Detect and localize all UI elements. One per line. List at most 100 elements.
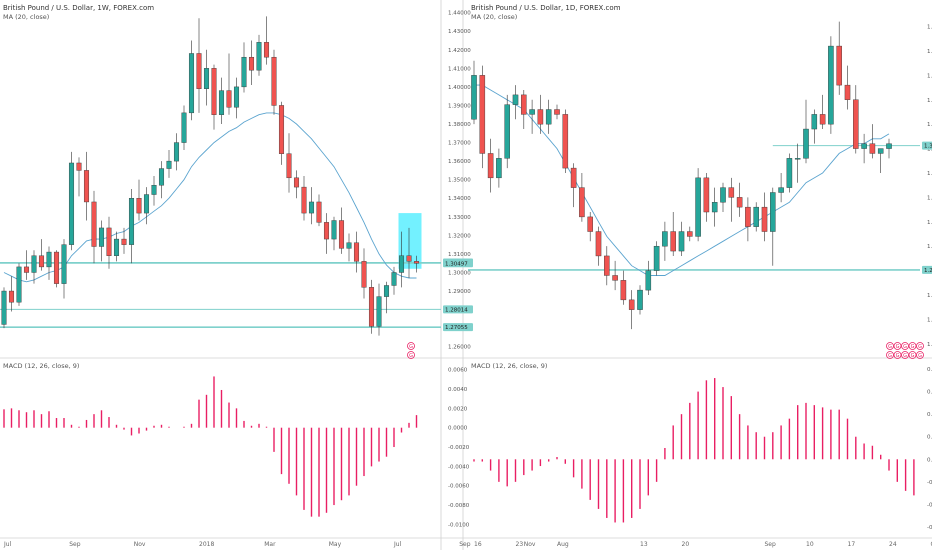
weekly-candle-body xyxy=(83,170,90,203)
daily-candle xyxy=(861,133,867,164)
daily-candle-body xyxy=(670,231,676,252)
daily-candle-body xyxy=(570,167,577,188)
weekly-candle-body xyxy=(158,168,165,186)
daily-candle xyxy=(869,124,876,159)
weekly-candle-body xyxy=(226,90,232,108)
daily-candle xyxy=(786,153,793,193)
weekly-candle xyxy=(8,276,15,312)
daily-candle xyxy=(678,221,685,256)
weekly-candle-body xyxy=(406,255,412,262)
weekly-candle-body xyxy=(256,42,262,71)
daily-price-tick: 1.26500 xyxy=(927,342,932,348)
daily-watermark-logo xyxy=(916,342,924,350)
weekly-candle xyxy=(31,250,37,284)
weekly-candle-body xyxy=(136,198,142,214)
weekly-candle-body xyxy=(308,201,315,214)
daily-watermark-letter: G xyxy=(888,344,892,350)
weekly-price-tick: 1.31000 xyxy=(448,252,471,258)
weekly-candle-body xyxy=(203,68,210,89)
weekly-price-tick: 1.38000 xyxy=(448,122,471,128)
daily-candle xyxy=(662,221,668,261)
daily-candle xyxy=(628,290,635,330)
weekly-candle xyxy=(308,187,315,225)
weekly-candle-body xyxy=(68,162,75,245)
weekly-time-label: Jul xyxy=(393,541,402,548)
weekly-candle-body xyxy=(241,56,247,88)
daily-watermark-logo xyxy=(886,351,894,359)
daily-price-tick: 1.30000 xyxy=(927,171,932,177)
weekly-candle xyxy=(166,149,172,178)
daily-candle xyxy=(595,226,602,266)
daily-candle-body xyxy=(728,187,735,198)
daily-candle xyxy=(496,148,502,188)
weekly-macd-tick: -0.0080 xyxy=(448,503,470,509)
weekly-candle xyxy=(151,175,157,206)
weekly-candle-body xyxy=(338,220,345,249)
weekly-candle-body xyxy=(361,261,367,288)
weekly-candle-body xyxy=(211,68,217,115)
weekly-candle xyxy=(413,255,420,273)
daily-watermark-logo xyxy=(901,351,909,359)
weekly-candle-body xyxy=(316,201,322,223)
daily-macd-tick: 0.0010 xyxy=(927,435,932,441)
weekly-candle xyxy=(203,49,210,106)
daily-candle xyxy=(753,202,759,232)
weekly-level-label: 1.27055 xyxy=(445,325,468,331)
daily-price-tick: 1.32500 xyxy=(927,49,932,55)
daily-candle xyxy=(562,109,569,173)
daily-candle xyxy=(736,182,743,217)
weekly-candle-body xyxy=(8,290,15,303)
daily-watermark-letter: G xyxy=(911,353,915,359)
weekly-candle-body xyxy=(368,287,375,327)
daily-candle xyxy=(720,182,726,213)
weekly-candle xyxy=(121,227,127,254)
daily-candle xyxy=(521,89,527,130)
weekly-watermark-letter: G xyxy=(409,353,413,359)
daily-candle xyxy=(620,270,627,305)
daily-time-label: 24 xyxy=(889,541,897,548)
daily-candle xyxy=(604,246,610,286)
weekly-candle-body xyxy=(113,238,120,256)
daily-time-label: 17 xyxy=(848,541,856,548)
daily-candle xyxy=(612,260,618,291)
weekly-candle-body xyxy=(293,177,300,188)
weekly-candle xyxy=(61,239,67,299)
weekly-candle xyxy=(361,248,367,299)
daily-candle-body xyxy=(745,206,751,227)
weekly-candle-body xyxy=(376,296,382,327)
daily-candle xyxy=(645,260,652,295)
weekly-candle-body xyxy=(91,201,97,247)
daily-time-label: 16 xyxy=(474,541,482,548)
daily-time-label: Oct xyxy=(931,541,932,548)
daily-candle-body xyxy=(496,158,502,179)
weekly-candle-body xyxy=(383,285,390,297)
daily-candle-body xyxy=(545,109,552,125)
weekly-candle xyxy=(286,133,292,193)
weekly-level-badge xyxy=(443,323,473,332)
daily-watermark-logo xyxy=(908,351,917,359)
daily-candle xyxy=(471,60,477,125)
daily-candle-body xyxy=(778,187,784,193)
daily-candle xyxy=(761,192,768,242)
weekly-time-label: Jul xyxy=(3,541,12,548)
weekly-candle xyxy=(143,187,150,225)
daily-candle xyxy=(819,94,826,130)
weekly-level-badge xyxy=(443,305,473,314)
weekly-candle-body xyxy=(38,255,45,268)
weekly-candle-body xyxy=(398,255,405,273)
weekly-price-tick: 1.41000 xyxy=(448,66,471,72)
weekly-candle xyxy=(218,77,225,124)
weekly-candle xyxy=(98,220,105,262)
weekly-watermark-logo xyxy=(407,351,415,359)
weekly-macd-tick: -0.0040 xyxy=(448,464,470,470)
daily-candle-body xyxy=(620,280,627,301)
weekly-candle xyxy=(293,170,300,199)
daily-candle xyxy=(529,99,535,134)
daily-candle xyxy=(554,104,560,120)
weekly-candle-body xyxy=(61,244,67,284)
daily-candle-body xyxy=(604,255,610,276)
weekly-price-tick: 1.43000 xyxy=(448,29,471,35)
weekly-candle xyxy=(353,231,360,273)
weekly-macd-tick: -0.0100 xyxy=(448,522,470,528)
daily-candle-body xyxy=(761,206,768,232)
